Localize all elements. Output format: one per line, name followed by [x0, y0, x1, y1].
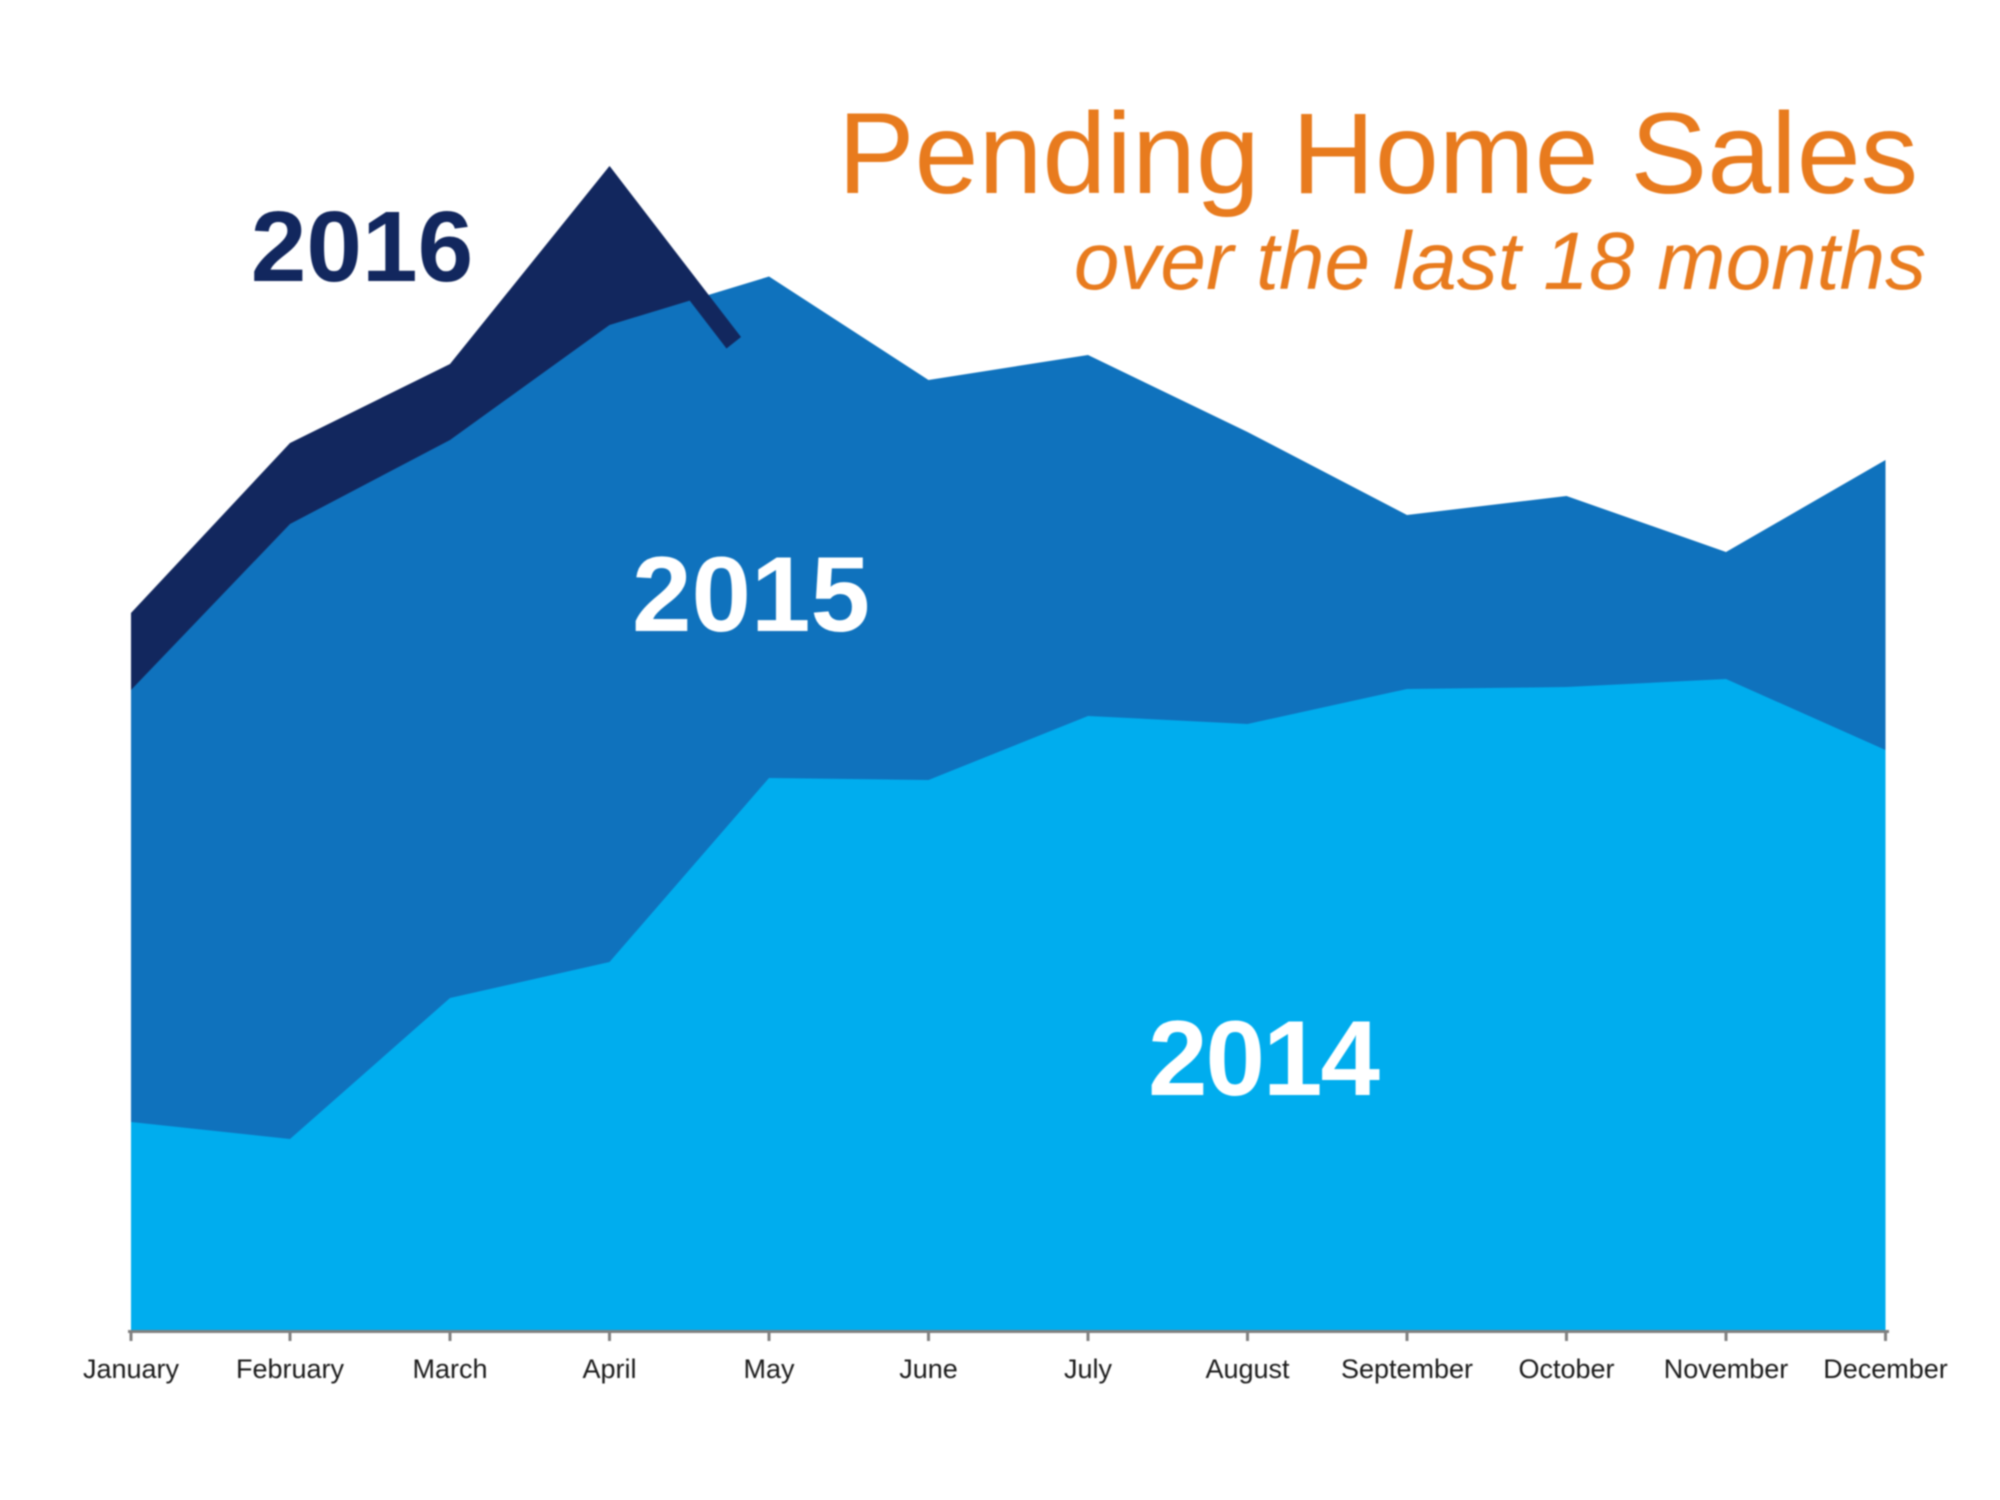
svg-text:December: December	[1823, 1354, 1948, 1384]
svg-text:March: March	[412, 1354, 487, 1384]
svg-text:2016: 2016	[251, 191, 473, 303]
svg-text:June: June	[899, 1354, 958, 1384]
svg-text:April: April	[582, 1354, 636, 1384]
svg-text:over the last 18 months: over the last 18 months	[1074, 216, 1926, 307]
svg-text:September: September	[1341, 1354, 1473, 1384]
svg-text:May: May	[743, 1354, 795, 1384]
svg-text:2014: 2014	[1148, 998, 1380, 1118]
svg-text:July: July	[1064, 1354, 1113, 1384]
svg-text:August: August	[1205, 1354, 1290, 1384]
svg-text:November: November	[1664, 1354, 1789, 1384]
svg-text:October: October	[1518, 1354, 1614, 1384]
svg-text:January: January	[83, 1354, 180, 1384]
svg-text:2015: 2015	[632, 534, 870, 654]
svg-text:Pending Home Sales: Pending Home Sales	[838, 90, 1918, 218]
svg-text:February: February	[236, 1354, 345, 1384]
